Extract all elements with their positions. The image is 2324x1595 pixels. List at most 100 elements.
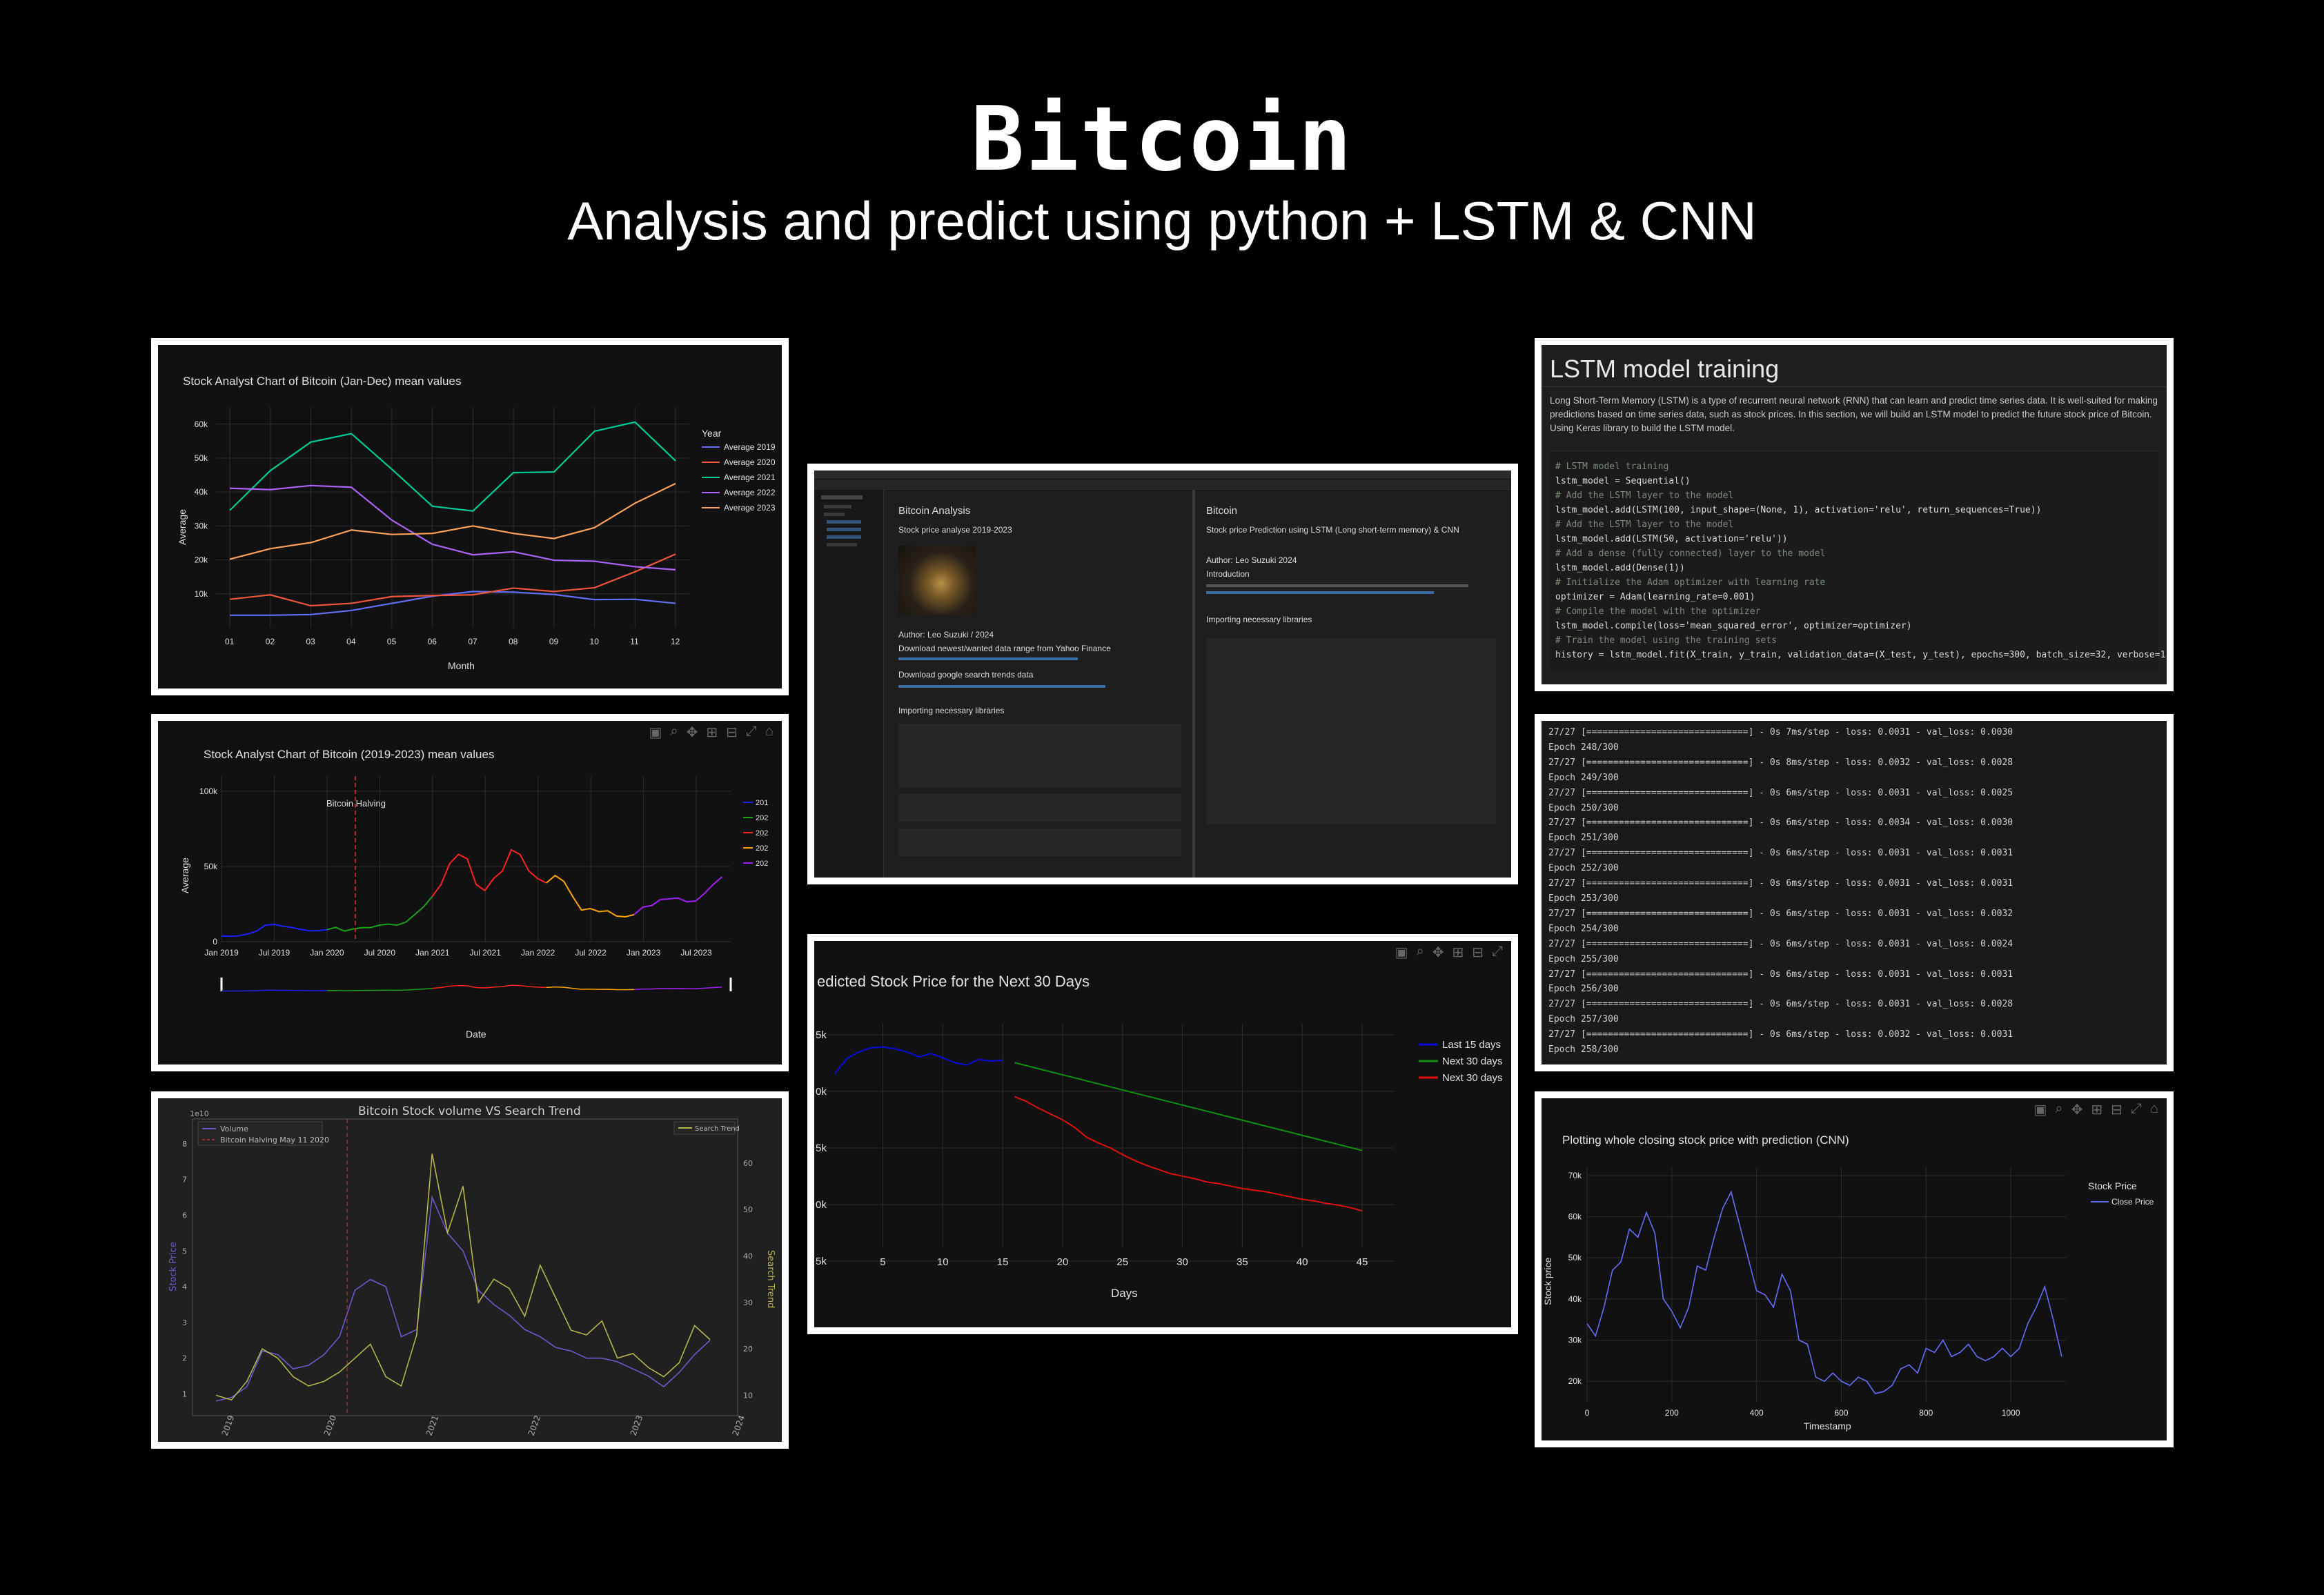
log-line: 27/27 [==============================] -… <box>1548 727 2013 737</box>
x-tick-label: 03 <box>306 637 315 646</box>
chart-title: Stock Analyst Chart of Bitcoin (2019-202… <box>204 748 494 761</box>
x-tick-label: 2019 <box>220 1414 237 1437</box>
nb-left-link-2[interactable] <box>898 685 1105 688</box>
zoom-in-icon[interactable]: ⊞ <box>1452 945 1464 960</box>
zoom-icon[interactable]: ⌕ <box>2055 1101 2063 1116</box>
plotly-modebar[interactable]: ▣ ⌕ ✥ ⊞ ⊟ ⤢ ⌂ <box>649 724 774 741</box>
x-tick-label: 2022 <box>526 1414 543 1437</box>
y-tick-label: 0 <box>213 937 217 947</box>
y-tick-label: 0k <box>816 1086 827 1098</box>
pan-icon[interactable]: ✥ <box>686 725 698 740</box>
offset-label: 1e10 <box>190 1109 209 1118</box>
code-line: lstm_model.add(LSTM(100, input_shape=(No… <box>1555 505 2042 515</box>
x-axis-label: Month <box>448 660 475 671</box>
y-axis-label: Stock price <box>1542 1258 1553 1305</box>
log-line: 27/27 [==============================] -… <box>1548 818 2013 829</box>
autoscale-icon[interactable]: ⤢ <box>745 724 757 739</box>
y-tick-label: 10k <box>195 589 208 599</box>
nb-left-code-cell-2[interactable] <box>898 794 1181 822</box>
range-series-line <box>546 986 635 991</box>
code-comment-line: # LSTM model training <box>1555 462 1669 472</box>
autoscale-icon[interactable]: ⤢ <box>2130 1101 2142 1116</box>
y-left-tick-label: 3 <box>182 1318 187 1327</box>
log-line: Epoch 254/300 <box>1548 923 1619 934</box>
log-line: 27/27 [==============================] -… <box>1548 999 2013 1010</box>
x-tick-label: 30 <box>1176 1256 1188 1268</box>
notebook-divider <box>1192 490 1195 878</box>
pan-icon[interactable]: ✥ <box>2071 1102 2083 1118</box>
range-slider[interactable] <box>220 978 732 992</box>
x-tick-label: Jul 2019 <box>259 948 290 958</box>
x-tick-label: 02 <box>266 637 275 646</box>
file-explorer[interactable] <box>814 490 884 878</box>
y-tick-label: 50k <box>204 862 218 871</box>
nb-left-link-1[interactable] <box>898 657 1078 660</box>
x-tick-label: 06 <box>428 637 437 646</box>
home-icon[interactable]: ⌂ <box>765 724 774 739</box>
zoom-out-icon[interactable]: ⊟ <box>2111 1102 2123 1118</box>
legend-label: Average 2023 <box>724 503 776 513</box>
zoom-in-icon[interactable]: ⊞ <box>706 725 718 740</box>
tab-bar[interactable] <box>814 479 1511 491</box>
x-tick-label: 10 <box>590 637 600 646</box>
yearly-averages-chart: Stock Analyst Chart of Bitcoin (2019-202… <box>179 748 768 1040</box>
nb-left-heading-2: Download google search trends data <box>898 670 1034 680</box>
zoom-in-icon[interactable]: ⊞ <box>2091 1102 2103 1118</box>
panel-training-log: 27/27 [==============================] -… <box>1535 714 2174 1071</box>
x-tick-label: 400 <box>1750 1408 1764 1418</box>
nb-left-code-cell-3[interactable] <box>898 829 1181 856</box>
page-title: Bitcoin <box>971 88 1353 191</box>
x-tick-label: 600 <box>1834 1408 1848 1418</box>
nb-left-heading-3: Importing necessary libraries <box>898 706 1005 715</box>
legend-title: Year <box>702 428 722 439</box>
x-tick-label: Jan 2019 <box>204 948 239 958</box>
legend-label: Average 2022 <box>724 488 776 497</box>
zoom-icon[interactable]: ⌕ <box>1416 944 1424 959</box>
lstm-code-cell[interactable]: # LSTM model training lstm_model = Sequen… <box>1550 450 2167 671</box>
autoscale-icon[interactable]: ⤢ <box>1492 944 1503 959</box>
camera-icon[interactable]: ▣ <box>2034 1102 2047 1118</box>
x-tick-label: 2024 <box>731 1414 747 1437</box>
range-series-line <box>633 986 722 991</box>
nb-right-intro-text <box>1206 584 1468 587</box>
nb-right-intro-link[interactable] <box>1206 591 1434 594</box>
x-tick-label: 0 <box>1585 1408 1590 1418</box>
legend-label: Average 2019 <box>724 442 776 452</box>
camera-icon[interactable]: ▣ <box>1395 945 1408 960</box>
plotly-modebar[interactable]: ▣ ⌕ ✥ ⊞ ⊟ ⤢ ⌂ <box>2034 1101 2159 1118</box>
x-tick-label: Jan 2020 <box>310 948 344 958</box>
x-tick-label: 40 <box>1297 1256 1308 1268</box>
x-axis-label: Date <box>466 1029 486 1040</box>
nb-left-code-cell-1[interactable] <box>898 724 1181 787</box>
y-right-tick-label: 30 <box>743 1298 753 1307</box>
log-line: 27/27 [==============================] -… <box>1548 848 2013 859</box>
plotly-modebar[interactable]: ▣ ⌕ ✥ ⊞ ⊟ ⤢ <box>1395 944 1503 961</box>
log-line: 27/27 [==============================] -… <box>1548 969 2013 980</box>
series-line <box>229 553 676 607</box>
y-tick-label: 0k <box>816 1199 827 1211</box>
y-axis-label: Average <box>177 509 188 545</box>
x-tick-label: Jan 2022 <box>521 948 555 958</box>
y-tick-label: 5k <box>816 1142 827 1154</box>
pan-icon[interactable]: ✥ <box>1432 945 1444 960</box>
code-line: optimizer = Adam(learning_rate=0.001) <box>1555 592 1755 602</box>
panel-volume-vs-search: Bitcoin Stock volume VS Search Trend 1e1… <box>151 1091 789 1449</box>
zoom-icon[interactable]: ⌕ <box>670 724 678 739</box>
zoom-out-icon[interactable]: ⊟ <box>726 725 738 740</box>
log-line: 27/27 [==============================] -… <box>1548 908 2013 919</box>
home-icon[interactable]: ⌂ <box>2149 1101 2158 1116</box>
lstm-heading: LSTM model training <box>1542 345 2167 387</box>
nb-right-heading-2: Importing necessary libraries <box>1206 615 1312 624</box>
x-tick-label: 2023 <box>629 1414 645 1437</box>
notebook-left[interactable]: Bitcoin Analysis Stock price analyse 201… <box>898 505 1181 878</box>
nb-right-code-cell-1[interactable] <box>1206 638 1496 824</box>
zoom-out-icon[interactable]: ⊟ <box>1472 945 1484 960</box>
notebook-right[interactable]: Bitcoin Stock price Prediction using LST… <box>1206 505 1496 878</box>
legend-label: 202 <box>756 860 768 868</box>
nb-left-subtitle: Stock price analyse 2019-2023 <box>898 525 1012 535</box>
series-line <box>633 876 722 915</box>
x-axis-label: Days <box>1111 1287 1138 1300</box>
series-line <box>546 874 635 918</box>
camera-icon[interactable]: ▣ <box>649 725 662 740</box>
y-axis-left-label: Stock Price <box>168 1242 179 1291</box>
